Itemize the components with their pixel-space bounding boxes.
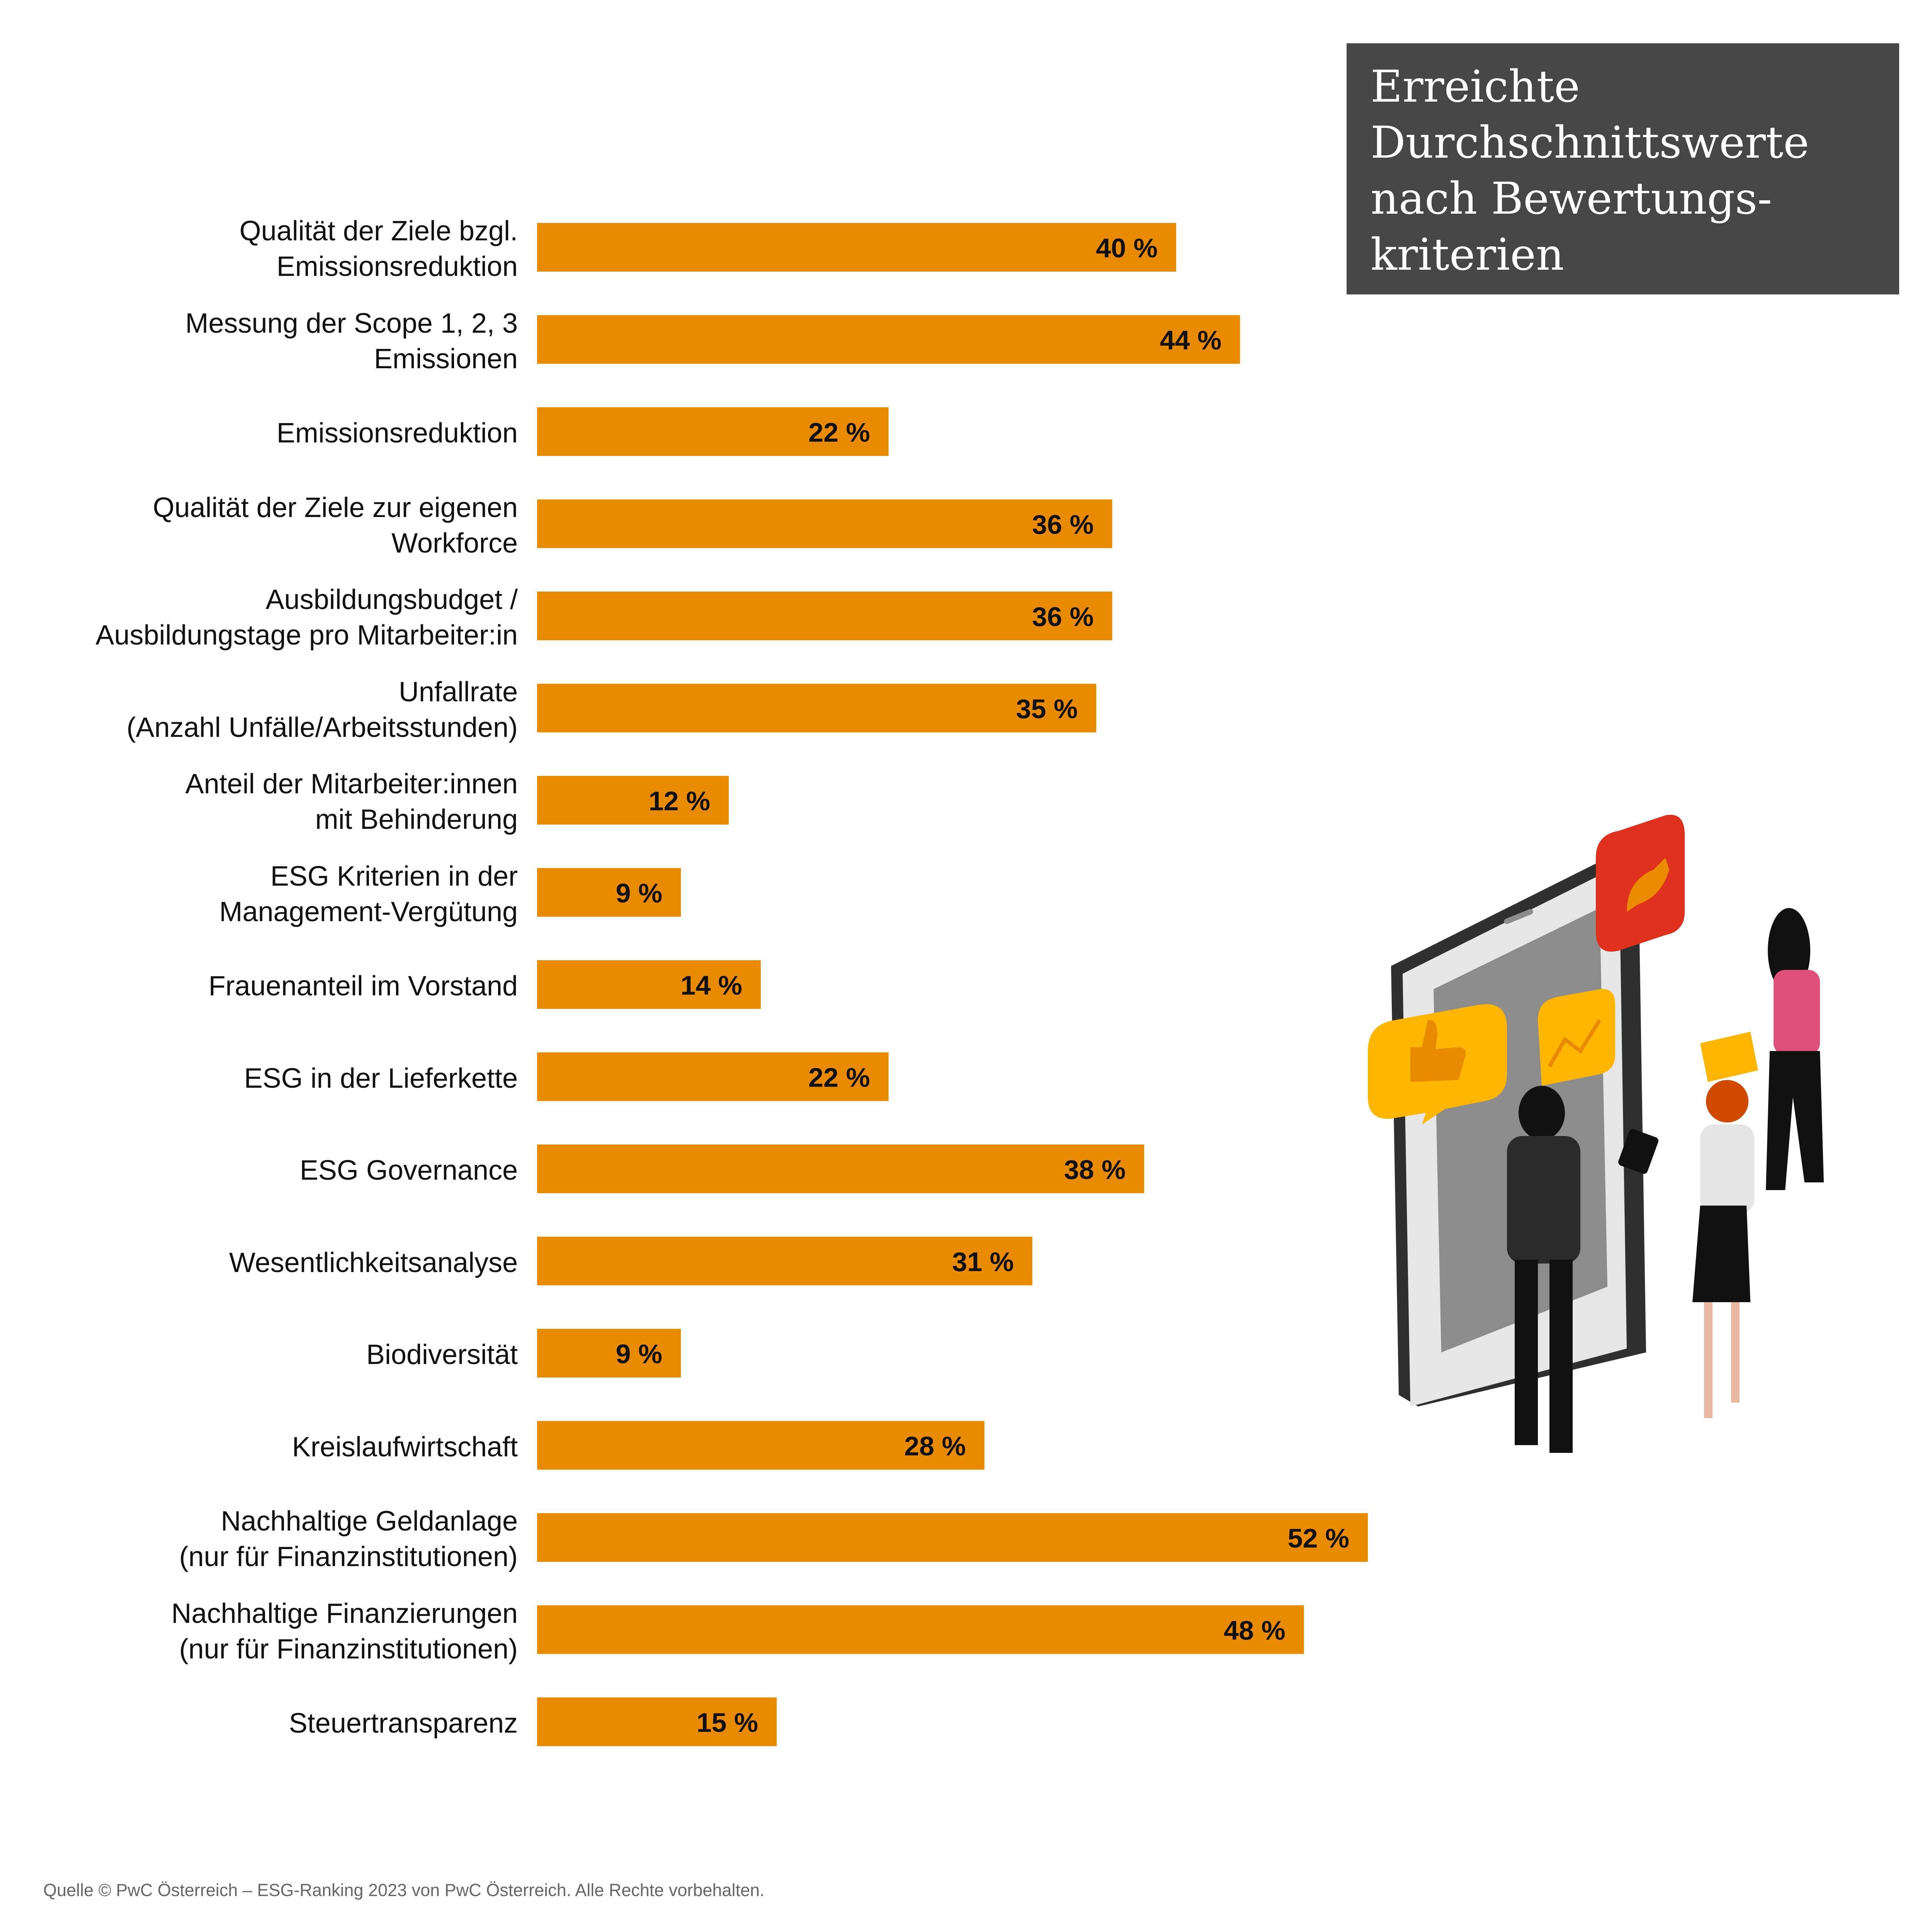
category-label: ESG in der Lieferkette	[244, 1063, 518, 1094]
category-label: ESG Governance	[299, 1155, 518, 1186]
bar-value-label: 36 %	[1032, 510, 1094, 540]
bar	[537, 684, 1097, 733]
bar	[537, 1697, 777, 1746]
bird-card-icon	[1596, 815, 1685, 952]
source-note: Quelle © PwC Österreich – ESG-Ranking 20…	[43, 1880, 765, 1900]
bar	[537, 1052, 889, 1101]
man-figure	[1507, 1086, 1580, 1453]
category-label: Qualität der Ziele bzgl. Emissionsredukt…	[239, 216, 518, 282]
bar	[537, 499, 1112, 548]
category-label: Qualität der Ziele zur eigenen Workforce	[153, 492, 518, 559]
bar	[537, 1421, 985, 1470]
category-label: Biodiversität	[366, 1339, 518, 1370]
business-people-phone-illustration	[1368, 815, 1824, 1453]
trend-bubble-icon	[1538, 989, 1615, 1086]
bar-value-label: 44 %	[1160, 325, 1222, 355]
bar-value-label: 52 %	[1287, 1523, 1349, 1553]
bar	[537, 1513, 1368, 1562]
category-label: Ausbildungsbudget / Ausbildungstage pro …	[95, 584, 518, 651]
bar-value-label: 22 %	[808, 1063, 870, 1093]
category-label: Frauenanteil im Vorstand	[208, 971, 518, 1002]
bar-value-label: 40 %	[1096, 233, 1158, 263]
bar	[537, 776, 729, 825]
bar-value-label: 9 %	[616, 1339, 662, 1369]
bar-value-label: 35 %	[1016, 694, 1078, 724]
category-label: Messung der Scope 1, 2, 3 Emissionen	[185, 308, 518, 374]
bar-value-label: 22 %	[808, 417, 870, 447]
bar	[537, 407, 889, 456]
bar-value-label: 48 %	[1224, 1616, 1286, 1646]
bar	[537, 1605, 1304, 1654]
category-label: Nachhaltige Finanzierungen (nur für Fina…	[171, 1598, 518, 1665]
chart-title: Erreichte Durchschnittswerte nach Bewert…	[1371, 61, 1810, 280]
bar-value-label: 9 %	[616, 878, 662, 908]
category-label: Emissionsreduktion	[276, 418, 518, 449]
bar-value-label: 31 %	[952, 1247, 1014, 1277]
bar-value-label: 38 %	[1064, 1155, 1126, 1185]
bar	[537, 1236, 1032, 1286]
bar	[537, 1145, 1145, 1193]
category-label: Kreislaufwirtschaft	[292, 1431, 518, 1463]
category-label: Anteil der Mitarbeiter:innen mit Behinde…	[185, 769, 518, 835]
bar	[537, 315, 1240, 364]
category-label: ESG Kriterien in der Management-Vergütun…	[219, 861, 518, 927]
bar-value-label: 14 %	[680, 970, 742, 1000]
woman-tablet-figure	[1618, 1080, 1754, 1418]
bar	[537, 960, 761, 1009]
thumbs-up-bubble-icon	[1368, 1004, 1507, 1124]
woman-pink-figure	[1700, 908, 1824, 1190]
bar	[537, 868, 681, 917]
bar-value-label: 12 %	[649, 786, 711, 816]
bar	[537, 1329, 681, 1378]
bar-value-label: 36 %	[1032, 602, 1094, 632]
chart-title-box: Erreichte Durchschnittswerte nach Bewert…	[1347, 43, 1899, 294]
bar-value-label: 15 %	[697, 1708, 759, 1738]
category-label: Steuertransparenz	[289, 1708, 518, 1739]
bar	[537, 592, 1112, 640]
bar-value-label: 28 %	[904, 1431, 966, 1461]
category-label: Nachhaltige Geldanlage (nur für Finanzin…	[179, 1506, 518, 1572]
category-label: Wesentlichkeitsanalyse	[229, 1247, 518, 1278]
bar	[537, 223, 1176, 272]
category-label: Unfallrate (Anzahl Unfälle/Arbeitsstunde…	[126, 676, 518, 743]
